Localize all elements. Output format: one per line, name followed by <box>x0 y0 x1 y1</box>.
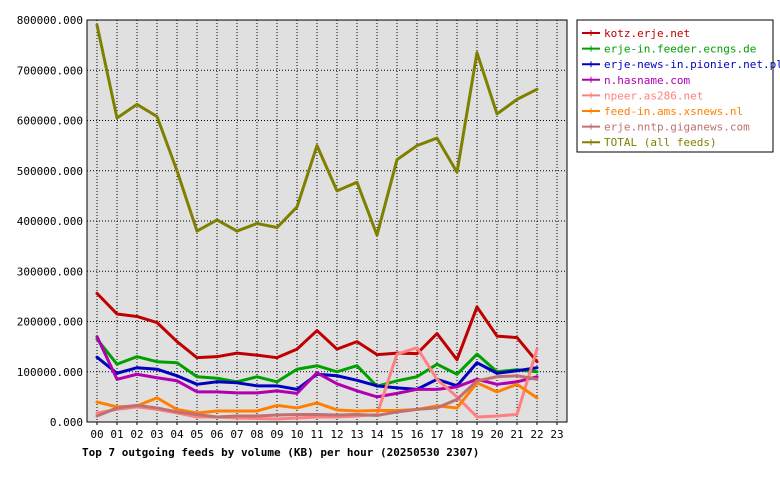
y-tick-label: 700000.000 <box>17 64 83 77</box>
y-tick-labels: 0.000 100000.000 200000.000 300000.000 40000… <box>17 14 83 429</box>
series-line-5 <box>95 381 539 415</box>
series-lines <box>95 23 539 421</box>
x-tick-label: 15 <box>390 428 403 441</box>
y-tick-label: 800000.000 <box>17 14 83 27</box>
x-tick-label: 22 <box>530 428 543 441</box>
x-tick-label: 16 <box>410 428 423 441</box>
y-tick-label: 400000.000 <box>17 215 83 228</box>
legend: kotz.erje.net erje-in.feeder.ecngs.de erje… <box>582 27 780 149</box>
x-tick-label: 03 <box>150 428 163 441</box>
x-tick-label: 09 <box>270 428 283 441</box>
x-tick-label: 07 <box>230 428 243 441</box>
x-tick-label: 23 <box>550 428 563 441</box>
y-tick-label: 500000.000 <box>17 165 83 178</box>
legend-box <box>576 19 774 153</box>
legend-label: erje.nntp.giganews.com <box>604 121 750 134</box>
legend-label: kotz.erje.net <box>604 27 690 40</box>
x-tick-label: 02 <box>130 428 143 441</box>
x-tick-label: 05 <box>190 428 203 441</box>
x-tick-label: 14 <box>370 428 384 441</box>
series-line-3 <box>95 335 539 399</box>
x-tick-label: 10 <box>290 428 303 441</box>
y-tick-label: 100000.000 <box>17 366 83 379</box>
y-tick-label: 0.000 <box>50 416 83 429</box>
x-tick-label: 08 <box>250 428 263 441</box>
x-tick-label: 19 <box>470 428 483 441</box>
x-tick-labels: 00 01 02 03 04 05 06 07 08 09 10 11 12 13 14 15 16 17 18 19… <box>90 428 563 441</box>
legend-label: erje-news-in.pionier.net.pl <box>604 58 780 71</box>
grid <box>87 20 567 425</box>
series-line-6 <box>95 374 539 419</box>
x-tick-label: 20 <box>490 428 503 441</box>
y-tick-label: 300000.000 <box>17 265 83 278</box>
series-line-7 <box>95 23 539 237</box>
y-tick-label: 200000.000 <box>17 316 83 329</box>
series-line-0 <box>95 291 539 364</box>
x-tick-label: 21 <box>510 428 523 441</box>
legend-label: TOTAL (all feeds) <box>604 136 717 149</box>
x-tick-label: 01 <box>110 428 123 441</box>
legend-label: erje-in.feeder.ecngs.de <box>604 43 756 56</box>
x-tick-label: 06 <box>210 428 223 441</box>
legend-label: feed-in.ams.xsnews.nl <box>604 105 743 118</box>
x-tick-label: 04 <box>170 428 184 441</box>
x-tick-label: 17 <box>430 428 443 441</box>
chart-title: Top 7 outgoing feeds by volume (KB) per … <box>82 446 479 459</box>
x-tick-label: 00 <box>90 428 103 441</box>
x-tick-label: 18 <box>450 428 463 441</box>
x-tick-label: 12 <box>330 428 343 441</box>
y-tick-label: 600000.000 <box>17 115 83 128</box>
x-tick-label: 13 <box>350 428 363 441</box>
series-line-1 <box>95 337 539 388</box>
legend-label: n.hasname.com <box>604 74 690 87</box>
legend-label: npeer.as286.net <box>604 89 703 102</box>
x-tick-label: 11 <box>310 428 323 441</box>
